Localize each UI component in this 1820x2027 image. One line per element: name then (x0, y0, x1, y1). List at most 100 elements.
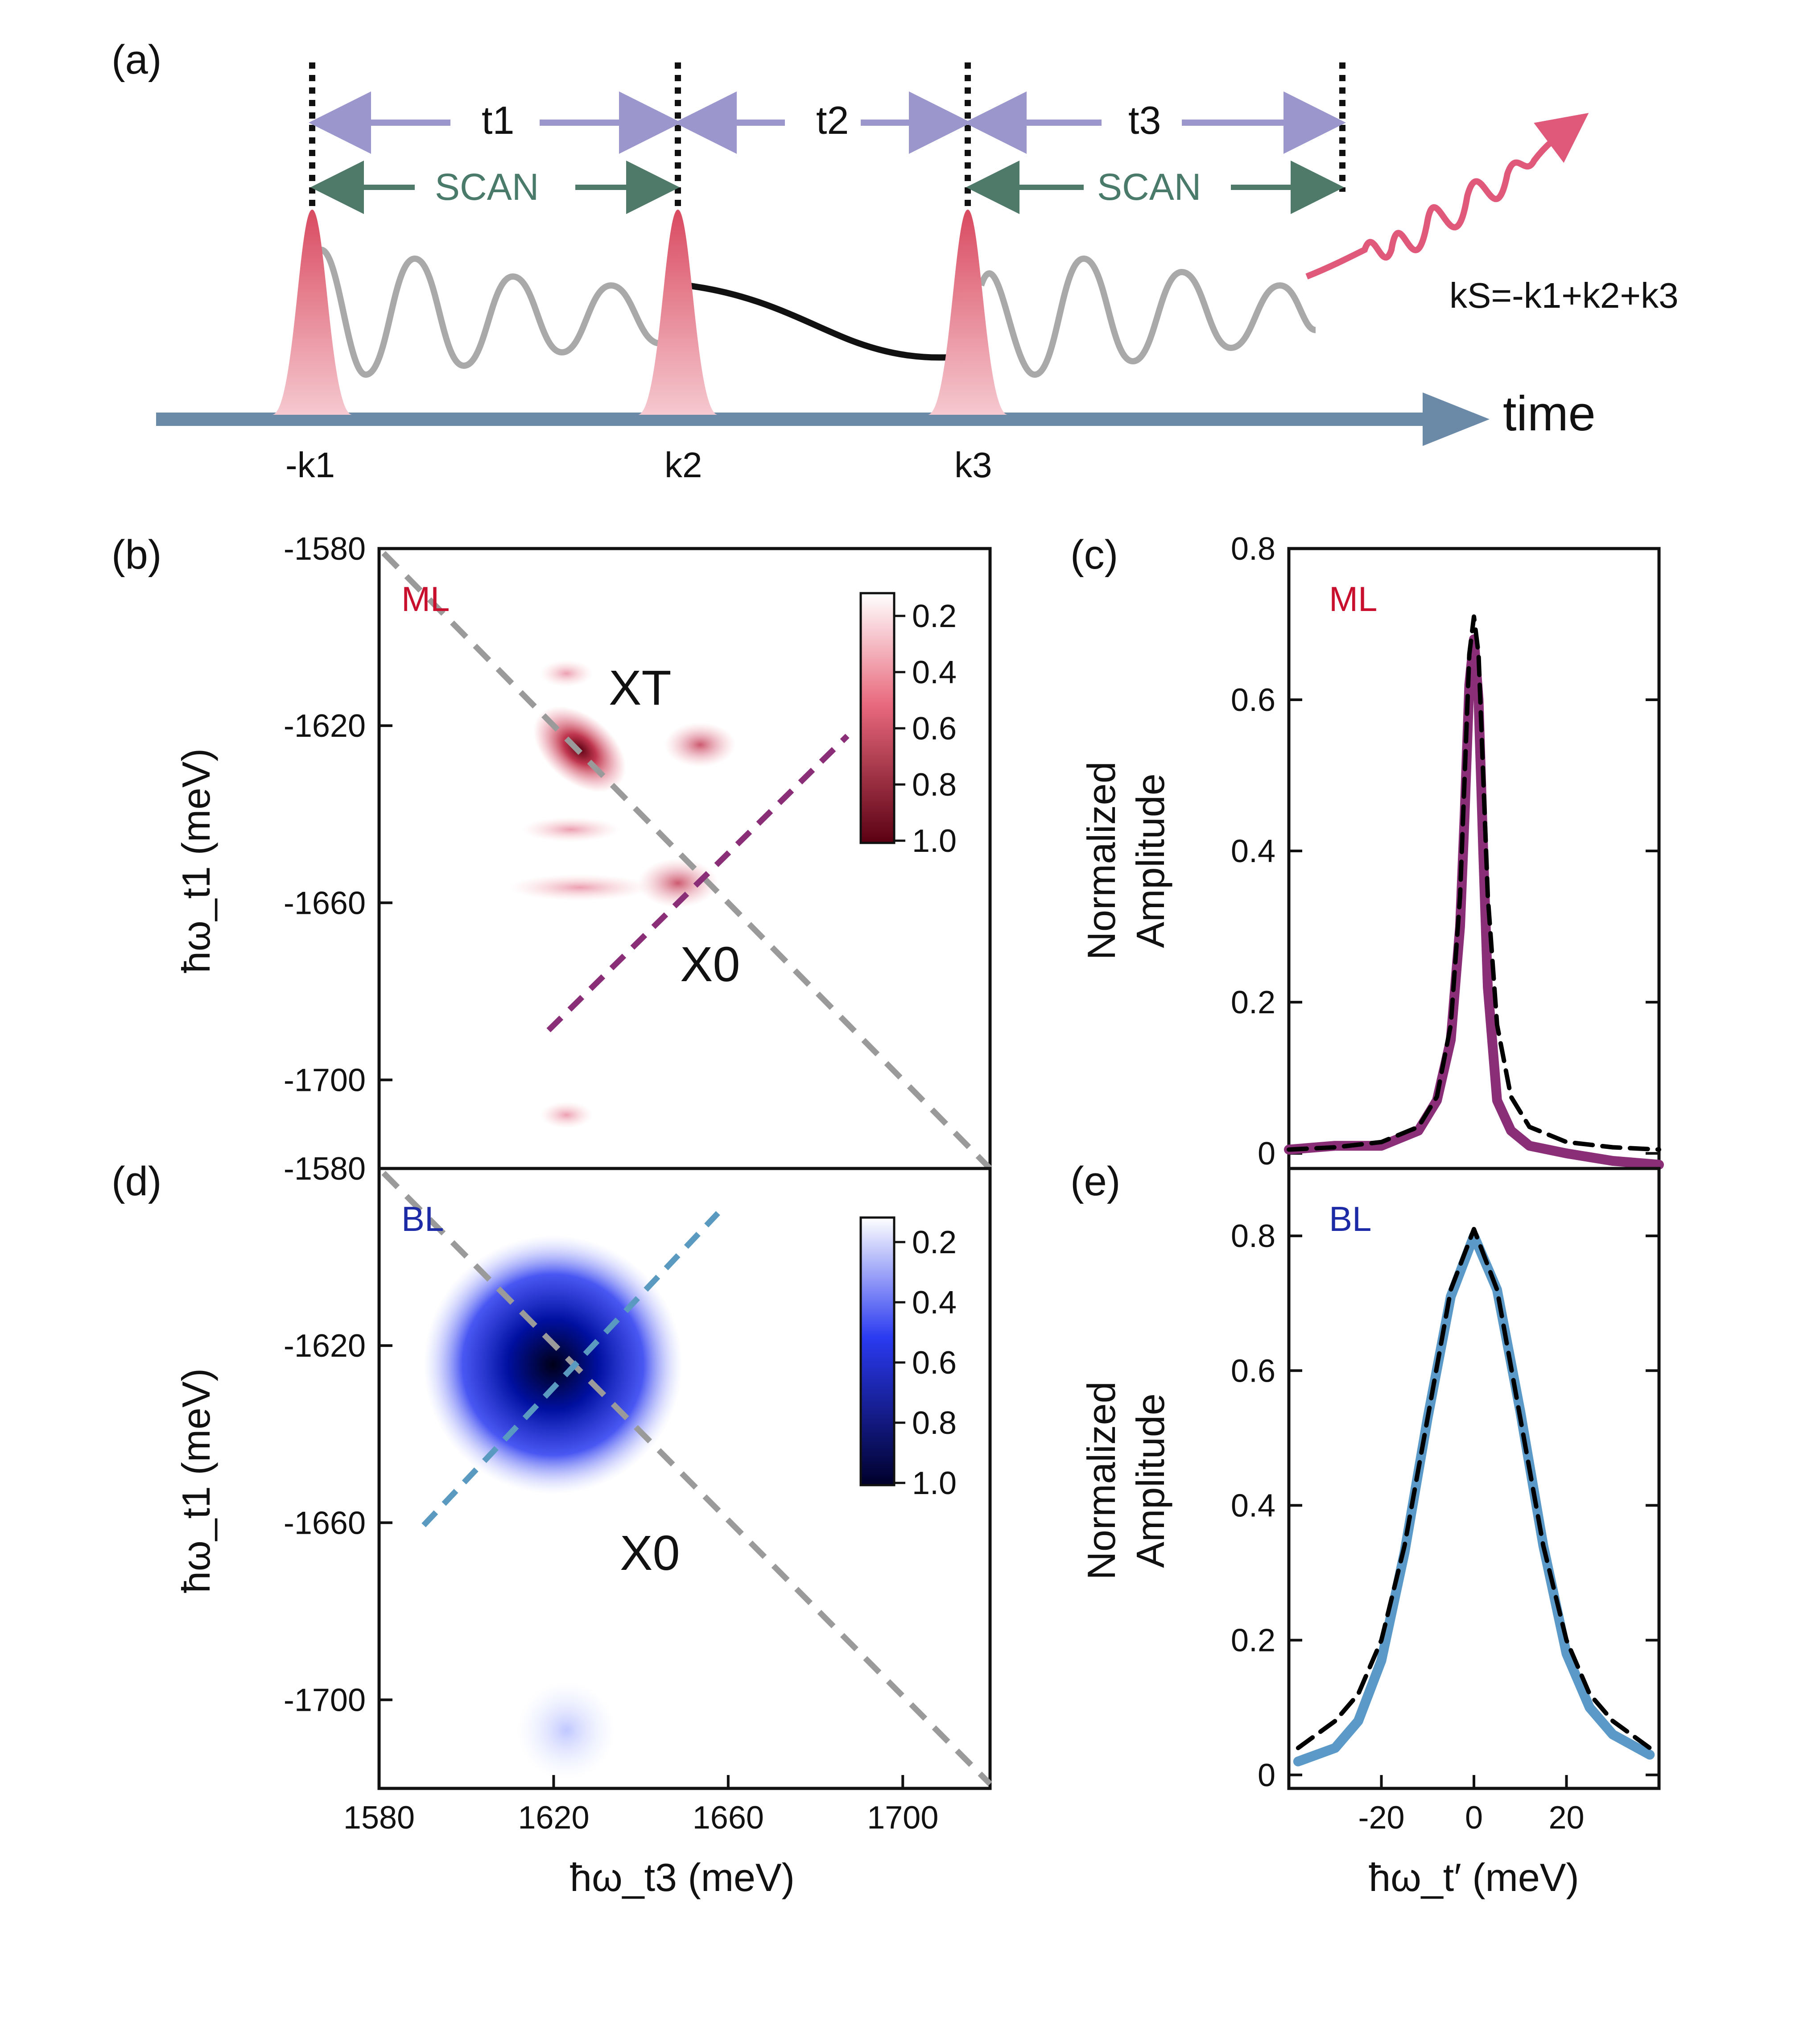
panel-a: (a) t1 t2 t3 SCAN SCAN time (111, 37, 1679, 485)
panel-d-xlabel: ħω_t3 (meV) (570, 1855, 795, 1899)
panel-d-xtick-label: 1580 (343, 1800, 415, 1836)
panel-d-heatmap (424, 1235, 682, 1779)
panel-b-colorbar-tick-label: 0.6 (912, 711, 957, 747)
panel-d-colorbar-tick-label: 0.6 (912, 1345, 957, 1381)
pulse-label-1: -k1 (285, 445, 335, 485)
panel-d-ytick-label: -1660 (284, 1505, 366, 1541)
panel-b-label: (b) (111, 532, 161, 578)
scan-label-2: SCAN (1097, 166, 1201, 208)
panel-e-ytick-label: 0.8 (1231, 1218, 1275, 1254)
panel-c-ylabel-line2: Amplitude (1128, 773, 1172, 948)
panel-e-series (1293, 1227, 1655, 1767)
panel-e-xlabel: ħω_t′ (meV) (1369, 1855, 1579, 1899)
panel-e-label: (e) (1070, 1159, 1120, 1204)
panel-d-colorbar-ticks: 0.2 0.4 0.6 0.8 1.0 (894, 1225, 957, 1501)
panel-e-ytick-label: 0.2 (1231, 1623, 1275, 1659)
panel-b-ytick-label: -1700 (284, 1062, 366, 1098)
panel-b-cross-diagonal-cut (546, 734, 850, 1032)
panel-e-ytick-label: 0.6 (1231, 1353, 1275, 1389)
panel-c-ylabel-line1: Normalized (1079, 761, 1123, 960)
pulse-3 (928, 210, 1008, 415)
panel-b-ytick-label: -1620 (284, 708, 366, 744)
panel-b-colorbar (859, 592, 896, 844)
panel-b-colorbar-tick-label: 0.8 (912, 767, 957, 803)
interval-t3-label: t3 (1128, 98, 1161, 142)
panel-c-series-fit (1287, 614, 1661, 1152)
emitted-signal-wave (1305, 113, 1589, 280)
panel-e-series-data (1293, 1231, 1655, 1767)
panel-d-colorbar-tick-label: 0.8 (912, 1405, 957, 1441)
panel-d-sample-label: BL (401, 1199, 444, 1238)
pulse-label-2: k2 (664, 445, 702, 485)
panel-e-yticks: 0 0.2 0.4 0.6 0.8 (1231, 1218, 1659, 1793)
panel-b-heatmap (508, 660, 736, 1128)
panel-c-series (1284, 614, 1664, 1170)
panel-c-yticks: 0 0.2 0.4 0.6 0.8 (1231, 531, 1659, 1172)
panel-e-xticks: -20 0 20 (1358, 1775, 1585, 1836)
panel-d-diagonal (381, 1171, 992, 1786)
panel-e-series-fit (1296, 1227, 1652, 1750)
panel-d-colorbar-tick-label: 1.0 (912, 1466, 957, 1501)
panel-b-yticks: -1580 -1620 -1660 -1700 (284, 531, 392, 1098)
streak-3 (540, 660, 593, 687)
panel-d-colorbar-tick-label: 0.2 (912, 1225, 957, 1260)
cross-peak-spot (664, 722, 736, 767)
panel-e-ytick-label: 0 (1258, 1758, 1275, 1793)
pulse-label-3: k3 (954, 445, 992, 485)
pulse-1 (272, 210, 352, 415)
population-curve (686, 282, 959, 361)
panel-c: (c) ML 0 0.2 0.4 0.6 0.8 Normalized Amplitud… (1070, 531, 1664, 1172)
panel-d-colorbar (859, 1216, 896, 1486)
panel-d-cross-diagonal-cut (421, 1211, 720, 1527)
panel-c-ytick-label: 0.4 (1231, 834, 1275, 869)
peak-x0-spot (638, 859, 718, 908)
panel-e-ytick-label: 0.4 (1231, 1488, 1275, 1523)
panel-b-ytick-label: -1580 (284, 531, 366, 567)
coherence-oscillation-1 (320, 247, 681, 378)
signal-wavevector-label: kS=-k1+k2+k3 (1449, 276, 1679, 315)
panel-d-label: (d) (111, 1159, 161, 1204)
panel-e-sample-label: BL (1329, 1199, 1371, 1238)
time-label: time (1503, 386, 1596, 441)
peak-label-x0-d: X0 (620, 1526, 680, 1581)
streak-1 (508, 874, 651, 901)
streak-2 (522, 817, 620, 842)
low-energy-spot-d (517, 1681, 615, 1779)
panel-d: (d) BL X0 0.2 0.4 0.6 0.8 1.0 -1580 -1620 -166… (111, 1151, 992, 1899)
panel-d-xtick-label: 1660 (693, 1800, 764, 1836)
panel-b-colorbar-tick-label: 1.0 (912, 823, 957, 859)
interval-t1-label: t1 (482, 98, 514, 142)
peak-x0-spot-d (424, 1235, 682, 1494)
panel-b-colorbar-ticks: 0.2 0.4 0.6 0.8 1.0 (894, 599, 957, 859)
panel-c-ytick-label: 0.8 (1231, 531, 1275, 567)
panel-c-sample-label: ML (1329, 579, 1377, 619)
panel-d-xtick-label: 1620 (518, 1800, 589, 1836)
panel-b: (b) ML XT X0 0.20.40.60.81.0 -1580-1620-… (111, 531, 992, 1171)
time-axis-arrowhead (1423, 392, 1490, 446)
panel-d-ytick-label: -1580 (284, 1151, 366, 1187)
panel-e-xtick-label: 20 (1548, 1800, 1584, 1836)
panel-b-colorbar-tick-label: 0.2 (912, 599, 957, 634)
panel-e-plot-frame (1287, 1167, 1661, 1790)
interval-t2-label: t2 (816, 98, 849, 142)
panel-d-xticks: 1580 1620 1660 1700 (343, 1775, 938, 1836)
panel-a-label: (a) (111, 37, 161, 83)
panel-e-ylabel-line1: Normalized (1079, 1381, 1123, 1580)
panel-b-diagonal (381, 551, 992, 1171)
panel-b-ylabel: ħω_t1 (meV) (174, 748, 218, 973)
panel-d-colorbar-tick-label: 0.4 (912, 1285, 957, 1321)
peak-label-x0-b: X0 (680, 937, 740, 992)
streak-4 (540, 1102, 593, 1128)
coherence-oscillation-2 (978, 255, 1317, 378)
panel-d-yticks: -1580 -1620 -1660 -1700 (284, 1151, 392, 1718)
panel-e: (e) BL 0 0.2 0.4 0.6 0.8 -20 0 20 Normalized A… (1070, 1159, 1661, 1899)
panel-e-xtick-label: 0 (1465, 1800, 1483, 1836)
panel-b-ytick-label: -1660 (284, 885, 366, 921)
panel-d-xtick-label: 1700 (867, 1800, 938, 1836)
peak-label-xt: XT (609, 661, 672, 715)
panel-c-ytick-label: 0 (1258, 1136, 1275, 1172)
panel-e-ylabel-line2: Amplitude (1128, 1393, 1172, 1568)
panel-d-ylabel: ħω_t1 (meV) (174, 1368, 218, 1593)
panel-d-ytick-label: -1620 (284, 1328, 366, 1364)
